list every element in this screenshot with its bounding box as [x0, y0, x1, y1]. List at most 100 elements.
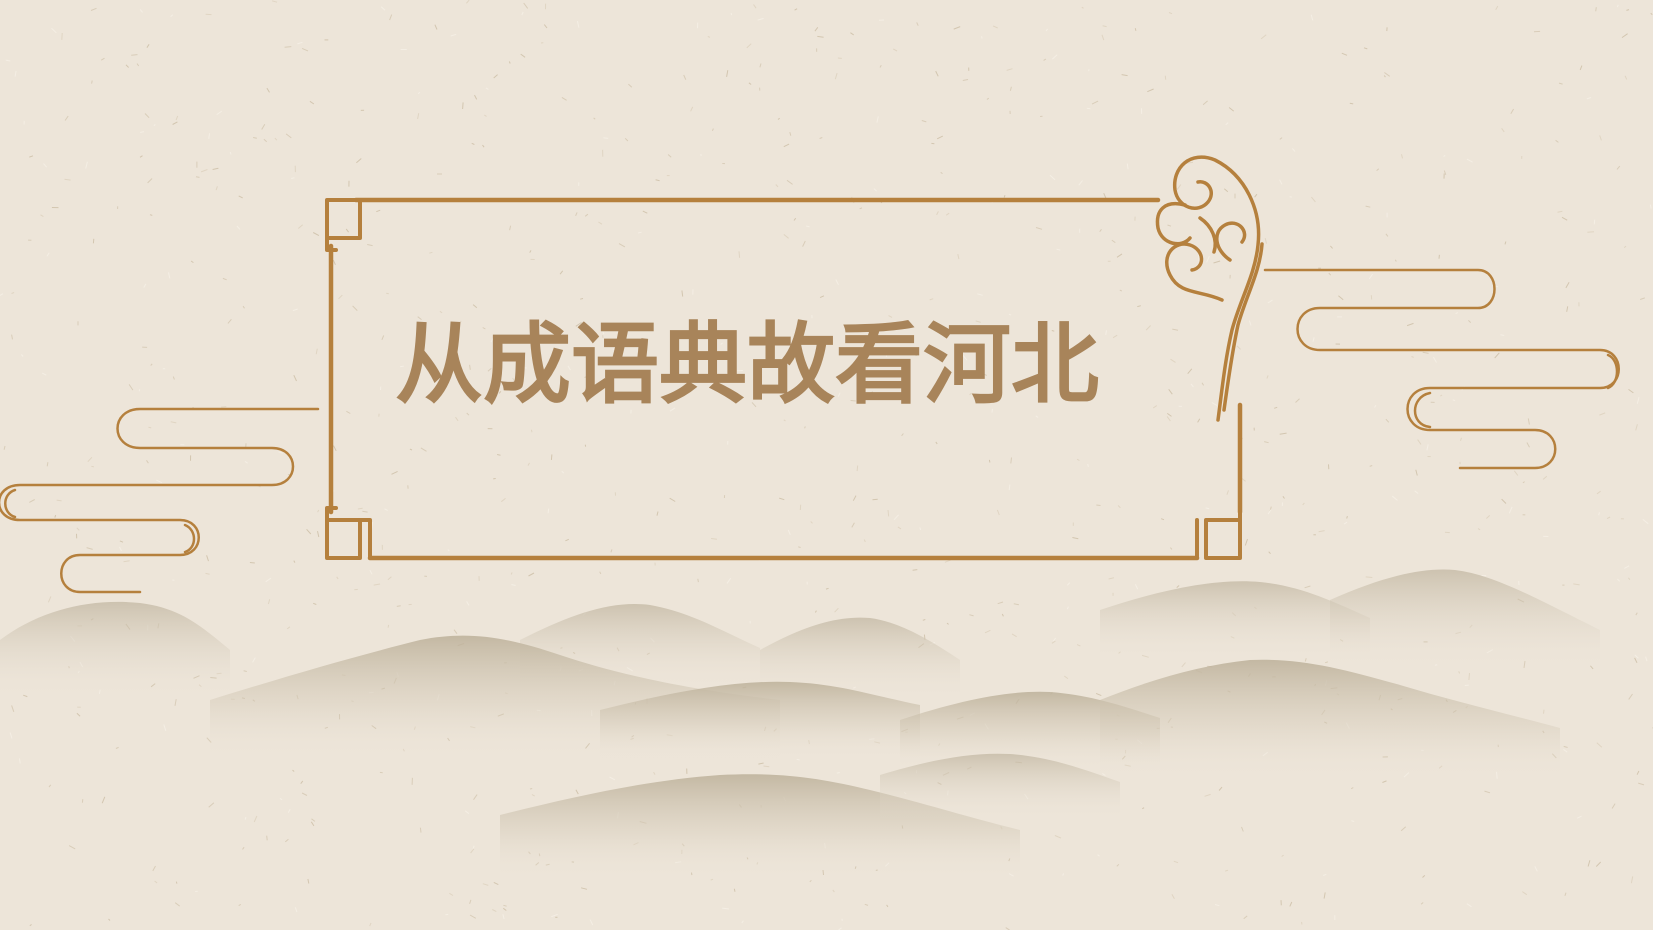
paper-fiber — [981, 36, 983, 39]
paper-fiber — [40, 214, 44, 218]
paper-fiber — [1616, 165, 1621, 170]
paper-fiber — [1328, 272, 1332, 276]
auspicious-cloud-ornament — [1155, 155, 1264, 422]
paper-fiber — [503, 907, 507, 911]
paper-fiber — [1563, 745, 1568, 748]
paper-fiber — [681, 290, 684, 297]
paper-fiber — [1225, 122, 1229, 126]
paper-fiber — [798, 546, 801, 548]
paper-fiber — [637, 231, 642, 234]
paper-fiber — [759, 63, 762, 68]
paper-fiber — [1266, 375, 1269, 379]
paper-fiber — [369, 569, 373, 575]
paper-fiber — [711, 538, 717, 540]
paper-fiber — [810, 521, 813, 524]
paper-fiber — [1112, 334, 1118, 339]
paper-fiber — [509, 225, 512, 231]
paper-fiber — [1289, 901, 1293, 907]
paper-fiber — [503, 904, 507, 907]
paper-fiber — [935, 441, 938, 445]
paper-fiber — [1368, 273, 1374, 280]
paper-fiber — [1426, 444, 1429, 451]
paper-fiber — [543, 24, 548, 29]
paper-fiber — [1624, 565, 1630, 569]
paper-fiber — [1274, 406, 1278, 409]
paper-fiber — [751, 402, 757, 408]
paper-fiber — [362, 510, 368, 513]
paper-fiber — [484, 114, 487, 117]
paper-fiber — [48, 784, 52, 788]
paper-fiber — [352, 305, 358, 311]
paper-fiber — [1054, 835, 1062, 839]
paper-fiber — [667, 154, 672, 158]
paper-fiber — [1187, 368, 1193, 375]
paper-fiber — [1400, 826, 1407, 832]
paper-fiber — [1494, 352, 1500, 359]
paper-fiber — [1292, 148, 1296, 152]
paper-fiber — [311, 818, 316, 822]
paper-fiber — [1202, 100, 1208, 106]
paper-fiber — [940, 171, 943, 175]
paper-fiber — [56, 499, 62, 502]
paper-fiber — [892, 48, 898, 52]
paper-fiber — [1558, 82, 1563, 85]
paper-fiber — [741, 920, 744, 924]
paper-fiber — [76, 527, 80, 531]
paper-fiber — [146, 460, 149, 464]
paper-fiber — [618, 243, 626, 248]
paper-fiber — [886, 904, 889, 908]
paper-fiber — [313, 602, 317, 605]
paper-fiber — [1010, 457, 1012, 464]
paper-fiber — [870, 391, 874, 394]
paper-fiber — [1385, 418, 1390, 423]
paper-fiber — [297, 224, 304, 229]
paper-fiber — [336, 576, 339, 580]
paper-fiber — [697, 578, 699, 583]
paper-fiber — [1557, 210, 1563, 213]
paper-fiber — [222, 277, 227, 281]
paper-fiber — [873, 188, 877, 192]
paper-fiber — [1281, 854, 1284, 857]
paper-fiber — [1596, 490, 1601, 495]
paper-fiber — [567, 365, 571, 371]
paper-fiber — [1225, 869, 1229, 872]
paper-fiber — [551, 913, 558, 918]
paper-fiber — [1167, 412, 1172, 417]
paper-fiber — [1587, 231, 1595, 233]
paper-fiber — [1440, 394, 1443, 397]
paper-fiber — [1635, 424, 1638, 431]
paper-fiber — [1108, 577, 1115, 580]
frame-corner-bottom-right — [1195, 506, 1242, 560]
paper-fiber — [1566, 306, 1569, 312]
paper-fiber — [1635, 612, 1638, 616]
paper-fiber — [984, 629, 991, 634]
paper-fiber — [969, 614, 974, 617]
paper-fiber — [1645, 656, 1648, 662]
paper-fiber — [447, 549, 450, 552]
paper-fiber — [787, 529, 791, 535]
paper-fiber — [41, 372, 47, 376]
paper-fiber — [1638, 782, 1645, 786]
paper-fiber — [1376, 168, 1380, 171]
paper-fiber — [238, 903, 242, 907]
paper-fiber — [589, 919, 594, 926]
paper-fiber — [1417, 439, 1422, 445]
mountain-ridge-front — [500, 753, 1120, 880]
paper-fiber — [144, 113, 150, 119]
paper-fiber — [466, 412, 470, 416]
paper-fiber — [879, 64, 882, 68]
paper-fiber — [1468, 673, 1470, 681]
paper-fiber — [21, 354, 24, 357]
paper-fiber — [777, 117, 780, 120]
paper-fiber — [1349, 102, 1354, 105]
paper-fiber — [1484, 790, 1491, 794]
paper-fiber — [119, 546, 122, 552]
paper-fiber — [1197, 418, 1201, 423]
paper-fiber — [802, 240, 806, 247]
mountain-ridge-back — [0, 569, 1600, 700]
paper-fiber — [1268, 551, 1271, 555]
paper-fiber — [1501, 128, 1505, 133]
paper-fiber — [753, 4, 757, 9]
paper-fiber — [1595, 7, 1597, 12]
paper-fiber — [893, 514, 899, 521]
